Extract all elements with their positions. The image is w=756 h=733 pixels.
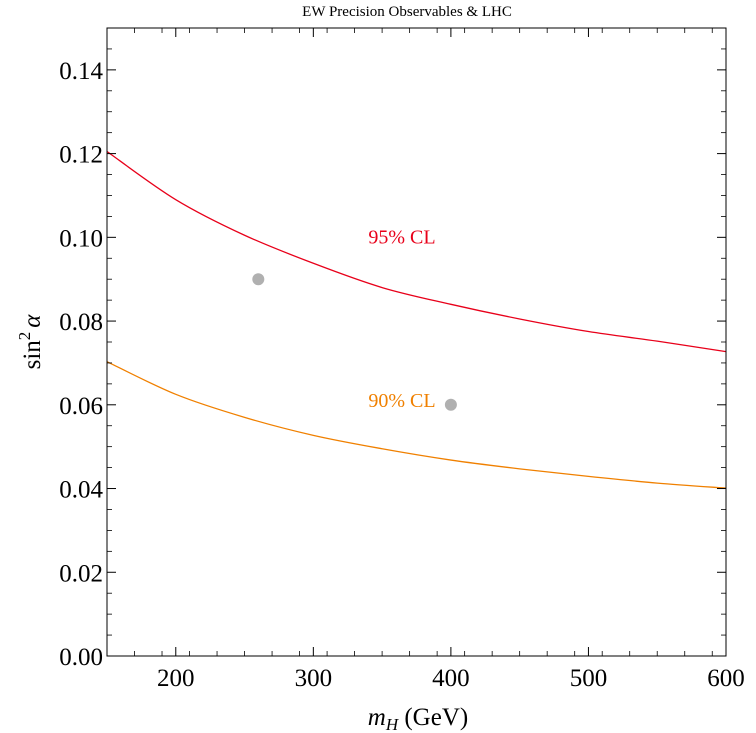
y-tick-label: 0.02 — [59, 560, 103, 587]
series-line-0 — [106, 150, 727, 353]
y-axis-label-func: sin — [19, 340, 46, 370]
x-tick-label: 400 — [432, 665, 470, 692]
y-tick-label: 0.12 — [59, 142, 103, 169]
y-tick-label: 0.14 — [59, 58, 103, 85]
series-line-1 — [106, 361, 727, 489]
y-axis-label: sin2 α — [15, 314, 46, 370]
y-tick-label: 0.04 — [59, 477, 103, 504]
x-axis-label: mH (GeV) — [368, 704, 468, 733]
x-axis-label-sub: H — [385, 715, 400, 733]
y-axis-label-var: α — [19, 314, 46, 328]
x-tick-label: 600 — [707, 665, 745, 692]
x-tick-label: 500 — [570, 665, 608, 692]
y-tick-label: 0.06 — [59, 393, 103, 420]
annotation-label-0: 95% CL — [368, 227, 435, 249]
chart-title: EW Precision Observables & LHC — [302, 4, 512, 20]
y-axis-label-sup: 2 — [15, 332, 34, 341]
x-tick-label: 300 — [295, 665, 333, 692]
x-axis-label-var: m — [368, 704, 386, 731]
x-tick-label: 200 — [157, 665, 195, 692]
y-tick-label: 0.00 — [59, 644, 103, 671]
data-point-1 — [444, 398, 457, 411]
plot-frame — [106, 27, 727, 657]
axes: 200 300 400 500 600 0.00 0.02 0.04 0.06 0.08 0.10 0… — [59, 27, 745, 692]
x-axis-label-unit: (GeV) — [398, 704, 468, 731]
annotation-label-1: 90% CL — [368, 390, 435, 412]
data-point-0 — [252, 273, 265, 286]
y-tick-label: 0.08 — [59, 309, 103, 336]
y-tick-label: 0.10 — [59, 225, 103, 252]
plot-area: 95% CL 90% CL — [106, 150, 727, 489]
